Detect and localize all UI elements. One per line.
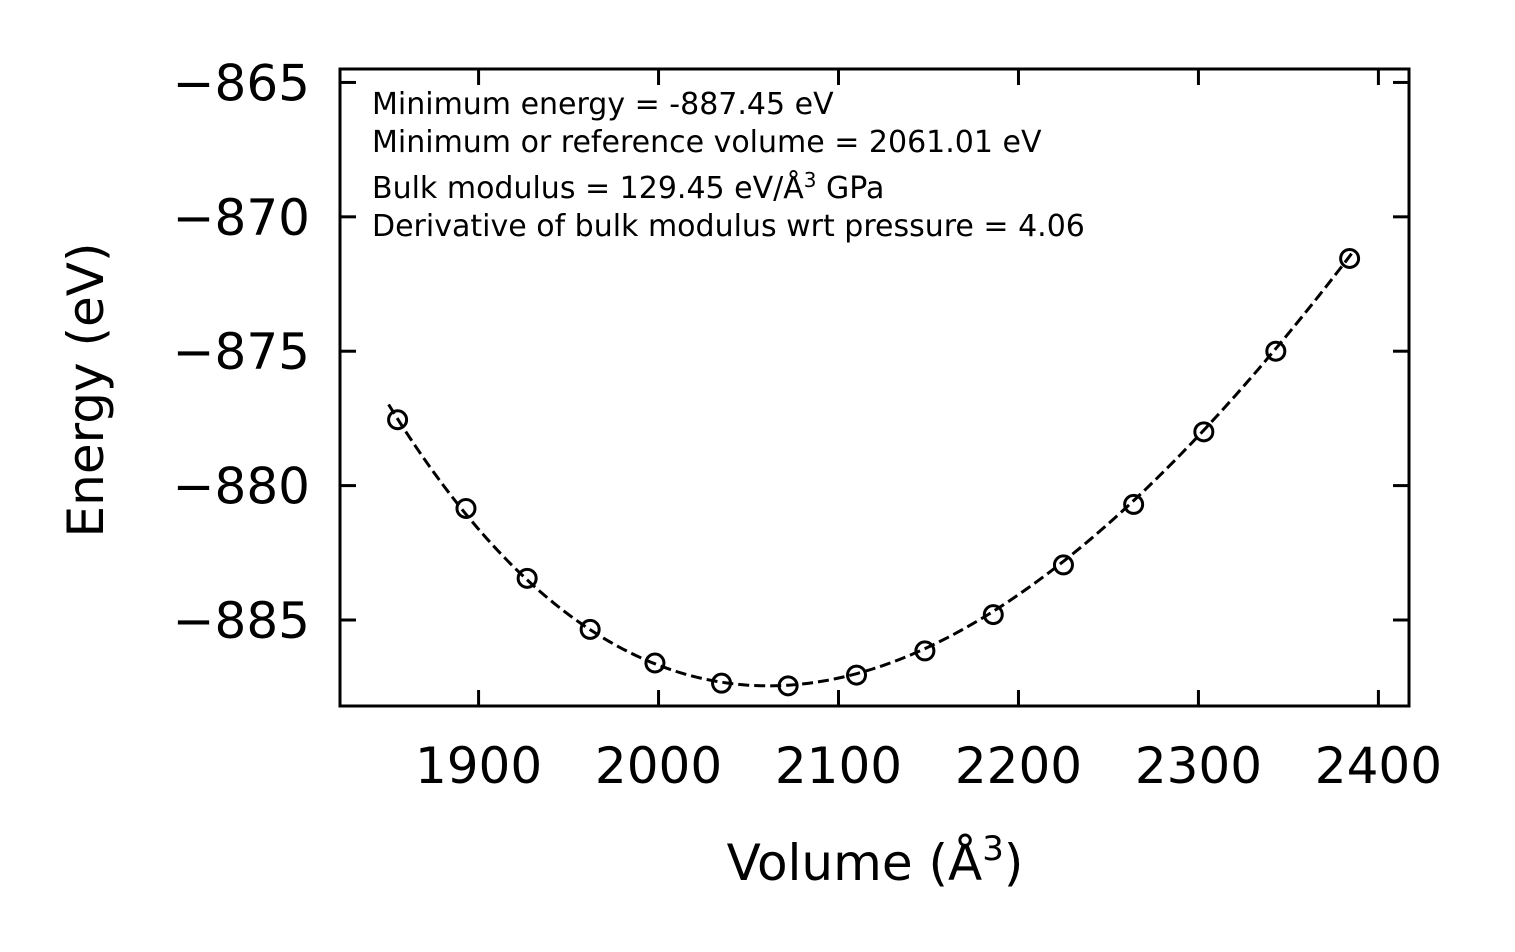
data-point [1193, 421, 1215, 443]
data-point [914, 640, 936, 662]
annotation-minimum-energy: Minimum energy = -887.45 eV [372, 87, 834, 122]
x-tick-label: 2000 [595, 737, 722, 795]
annotation-bulk-modulus-derivative: Derivative of bulk modulus wrt pressure … [372, 209, 1085, 244]
data-point [455, 497, 477, 519]
data-point [711, 672, 733, 694]
annotation-bulk-modulus: Bulk modulus = 129.45 eV/Å3 GPa [372, 168, 884, 206]
data-point [1339, 247, 1361, 269]
y-tick-label: −865 [173, 54, 310, 112]
x-tick-label: 2200 [955, 737, 1082, 795]
fit-curve [387, 250, 1355, 688]
y-tick-label: −885 [173, 592, 310, 650]
x-tick-labels: 1900 2000 2100 2200 2300 2400 [415, 737, 1442, 795]
x-axis-title: Volume (Å3) [727, 829, 1024, 892]
data-point [982, 604, 1004, 626]
axis-ticks [340, 69, 1409, 706]
y-tick-labels: −865 −870 −875 −880 −885 [173, 54, 310, 650]
data-point [516, 567, 538, 589]
data-point [579, 618, 601, 640]
fit-annotation: Minimum energy = -887.45 eV Minimum or r… [372, 87, 1085, 244]
data-point [1052, 554, 1074, 576]
y-tick-label: −875 [173, 323, 310, 381]
y-tick-label: −870 [173, 189, 310, 247]
data-point [777, 675, 799, 697]
y-tick-label: −880 [173, 458, 310, 516]
plot-frame [338, 67, 1411, 708]
data-point [1265, 340, 1287, 362]
fit-layer [387, 250, 1355, 688]
y-axis-title: Energy (eV) [57, 243, 115, 538]
x-tick-label: 1900 [415, 737, 542, 795]
data-point [387, 409, 409, 431]
data-point [1123, 493, 1145, 515]
x-tick-label: 2300 [1135, 737, 1262, 795]
x-tick-label: 2400 [1315, 737, 1442, 795]
data-point [644, 652, 666, 674]
annotation-reference-volume: Minimum or reference volume = 2061.01 eV [372, 125, 1042, 160]
data-points [387, 247, 1361, 697]
x-tick-label: 2100 [775, 737, 902, 795]
data-point [846, 664, 868, 686]
